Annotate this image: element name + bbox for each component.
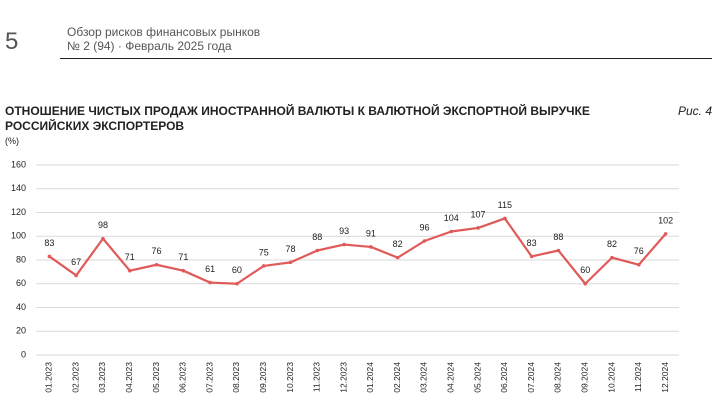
x-tick-label: 10.2024 [606, 362, 616, 393]
data-label: 98 [98, 220, 108, 230]
data-point [556, 248, 561, 253]
y-tick-label: 140 [11, 183, 26, 193]
x-tick-label: 09.2024 [579, 362, 589, 393]
chart-title: ОТНОШЕНИЕ ЧИСТЫХ ПРОДАЖ ИНОСТРАННОЙ ВАЛЮ… [5, 104, 590, 133]
header-rule [60, 58, 712, 59]
x-tick-label: 01.2023 [44, 362, 54, 393]
data-point [74, 273, 78, 278]
data-point [610, 255, 614, 260]
x-tick-label: 11.2023 [312, 362, 322, 392]
x-tick-label: 11.2024 [633, 362, 643, 392]
data-point [288, 260, 293, 265]
data-point [663, 232, 668, 236]
data-point [449, 229, 454, 234]
data-point [101, 236, 105, 241]
y-tick-label: 80 [16, 254, 26, 264]
x-tick-label: 06.2024 [499, 362, 509, 393]
report-title: Обзор рисков финансовых рынков [67, 25, 261, 39]
data-point [503, 216, 507, 221]
data-label: 76 [152, 246, 162, 256]
data-label: 102 [658, 215, 673, 225]
x-tick-label: 12.2023 [338, 362, 348, 393]
x-tick-label: 05.2024 [472, 362, 482, 393]
data-label: 93 [339, 226, 349, 236]
data-label: 104 [444, 213, 459, 223]
x-tick-label: 08.2024 [553, 362, 563, 393]
data-point [261, 264, 266, 268]
data-label: 82 [607, 239, 617, 249]
x-tick-label: 07.2024 [526, 362, 536, 393]
y-tick-label: 60 [16, 278, 26, 288]
data-label: 76 [634, 246, 644, 256]
y-tick-label: 120 [11, 207, 26, 217]
data-line [48, 217, 667, 285]
x-tick-label: 08.2023 [231, 362, 241, 393]
data-label: 91 [366, 228, 376, 238]
x-tick-label: 01.2024 [365, 362, 375, 393]
x-tick-label: 09.2023 [258, 362, 268, 393]
report-issue: № 2 (94) · Февраль 2025 года [67, 39, 232, 53]
page-number: 5 [5, 28, 19, 55]
y-tick-label: 20 [16, 326, 26, 336]
x-tick-label: 04.2023 [124, 362, 134, 393]
data-point [127, 268, 132, 273]
data-point [637, 262, 641, 267]
y-tick-label: 40 [16, 302, 26, 312]
data-point [315, 248, 320, 253]
data-point [422, 239, 427, 243]
x-tick-label: 12.2024 [660, 362, 670, 393]
data-point [369, 245, 373, 249]
y-tick-label: 160 [11, 159, 26, 169]
data-label: 61 [205, 264, 215, 274]
data-label: 75 [259, 247, 269, 257]
data-label: 83 [44, 238, 54, 248]
data-point [583, 281, 588, 286]
data-point [208, 280, 212, 285]
data-point [342, 242, 346, 247]
data-label: 60 [232, 265, 242, 275]
data-label: 107 [471, 209, 486, 219]
data-point [181, 268, 186, 273]
y-tick-label: 0 [21, 349, 26, 359]
x-tick-label: 06.2023 [178, 362, 188, 393]
x-tick-label: 03.2024 [419, 362, 429, 393]
x-tick-label: 10.2023 [285, 362, 295, 393]
x-tick-label: 04.2024 [446, 362, 456, 393]
x-tick-label: 07.2023 [204, 362, 214, 393]
data-label: 88 [312, 232, 322, 242]
x-tick-label: 05.2023 [151, 362, 161, 393]
data-label: 96 [419, 222, 429, 232]
data-label: 78 [286, 244, 296, 254]
data-label: 71 [178, 252, 188, 262]
data-label: 82 [393, 239, 403, 249]
y-axis-label: (%) [5, 136, 19, 146]
data-point [235, 281, 239, 286]
data-point [476, 226, 480, 230]
figure-label: Рис. 4 [677, 104, 712, 118]
data-label: 83 [527, 238, 537, 248]
data-point [47, 254, 52, 259]
data-point [395, 255, 400, 260]
data-point [154, 262, 159, 267]
data-label: 67 [71, 257, 81, 267]
data-label: 60 [580, 265, 590, 275]
data-label: 71 [125, 252, 135, 262]
data-label: 115 [498, 200, 512, 210]
x-tick-label: 02.2023 [70, 362, 80, 393]
y-tick-label: 100 [11, 231, 26, 241]
data-label: 88 [553, 232, 563, 242]
x-tick-label: 03.2023 [97, 362, 107, 393]
x-tick-label: 02.2024 [392, 362, 402, 393]
data-point [529, 254, 534, 259]
